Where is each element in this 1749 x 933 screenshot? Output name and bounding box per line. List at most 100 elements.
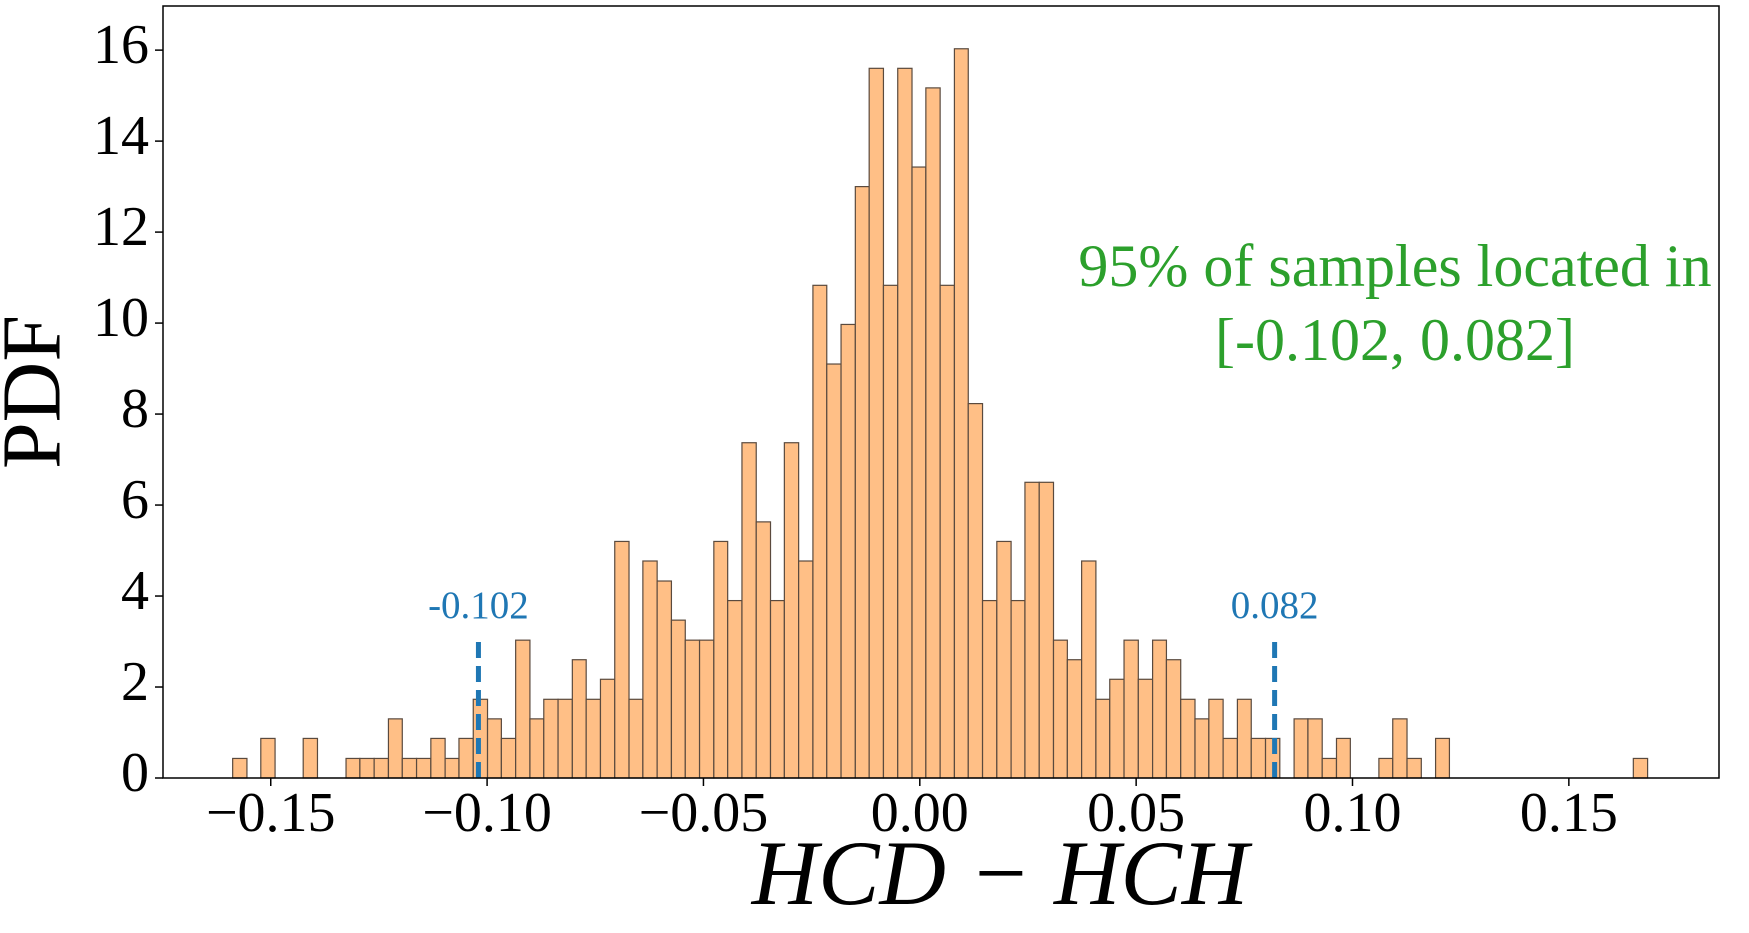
bar [500, 737, 517, 779]
bar [925, 87, 941, 779]
plot-frame [162, 5, 1720, 779]
x-tick-label: −0.10 [422, 782, 552, 844]
bar [1293, 718, 1309, 779]
bar [599, 678, 616, 779]
bar [656, 580, 673, 779]
bar [1378, 757, 1394, 779]
bar [1307, 718, 1323, 779]
bar [684, 639, 701, 779]
annotation: [-0.102, 0.082] [1215, 307, 1575, 373]
bar [1038, 481, 1055, 779]
bar [1081, 560, 1097, 779]
bar [1066, 659, 1083, 779]
bar [1250, 737, 1267, 779]
bar [1632, 757, 1649, 779]
bar [458, 737, 474, 779]
bar [1137, 678, 1154, 779]
bar [1165, 659, 1182, 779]
bar [557, 698, 573, 779]
bar [911, 166, 927, 779]
interval-label: 0.082 [1231, 584, 1319, 627]
bar [727, 599, 743, 779]
bar [373, 757, 390, 779]
bar [713, 540, 729, 779]
bar [401, 757, 418, 779]
bar [302, 737, 319, 779]
bar [996, 540, 1012, 779]
y-axis-label: PDF [0, 315, 78, 469]
bar [1010, 599, 1026, 779]
y-tick-label: 0 [121, 742, 149, 804]
x-tick-label: −0.05 [639, 782, 769, 844]
bar [1052, 639, 1068, 779]
bar [571, 659, 587, 779]
bar [1194, 718, 1210, 779]
bar [698, 639, 715, 779]
bar [1222, 737, 1239, 779]
bar [783, 442, 800, 779]
y-tick-label: 8 [121, 378, 149, 440]
bar [1109, 678, 1125, 779]
bar [854, 186, 870, 779]
bar [232, 757, 248, 779]
bar [1335, 737, 1351, 779]
bar [628, 698, 644, 779]
bar [415, 757, 432, 779]
bar [769, 599, 785, 779]
bar [953, 48, 969, 779]
bar [1236, 698, 1252, 779]
bar [840, 323, 856, 779]
bar [812, 284, 828, 779]
bar [755, 521, 772, 779]
bar [345, 757, 361, 779]
bar [1151, 639, 1168, 779]
bar [515, 639, 531, 779]
bar [614, 540, 630, 779]
bar [897, 67, 913, 779]
x-tick-label: 0.10 [1304, 782, 1402, 844]
bar [868, 67, 885, 779]
bar [1406, 757, 1422, 779]
bar [826, 363, 842, 779]
bar [981, 599, 998, 779]
bar [939, 284, 956, 779]
x-axis-label: HCD − HCH [751, 822, 1253, 924]
bar [529, 718, 545, 779]
bar [387, 718, 403, 779]
bar [741, 442, 757, 779]
bar [444, 757, 460, 779]
bar [1392, 718, 1408, 779]
bar [1123, 639, 1139, 779]
bar [1321, 757, 1338, 779]
bar [359, 757, 375, 779]
bar [260, 737, 276, 779]
bar [486, 718, 502, 779]
x-tick-label: −0.15 [206, 782, 336, 844]
y-tick-label: 16 [93, 14, 149, 76]
y-tick-label: 4 [121, 560, 149, 622]
bar [585, 698, 602, 779]
bar [882, 284, 899, 779]
bar [798, 560, 814, 779]
interval-label: -0.102 [428, 584, 529, 627]
x-tick-label: 0.00 [871, 782, 969, 844]
y-tick-label: 14 [93, 105, 149, 167]
bar [1095, 698, 1111, 779]
bar [543, 698, 559, 779]
bar [1208, 698, 1224, 779]
y-tick-label: 2 [121, 651, 149, 713]
y-tick-label: 6 [121, 469, 149, 531]
x-tick-label: 0.15 [1520, 782, 1618, 844]
bar [967, 403, 984, 779]
bar [430, 737, 446, 779]
x-tick-label: 0.05 [1087, 782, 1185, 844]
bar [670, 619, 686, 779]
bar [1434, 737, 1451, 779]
bar [1180, 698, 1196, 779]
y-tick-label: 10 [93, 287, 149, 349]
bar [642, 560, 658, 779]
y-tick-label: 12 [93, 196, 149, 258]
bar [1024, 481, 1040, 779]
annotation: 95% of samples located in [1078, 233, 1711, 299]
